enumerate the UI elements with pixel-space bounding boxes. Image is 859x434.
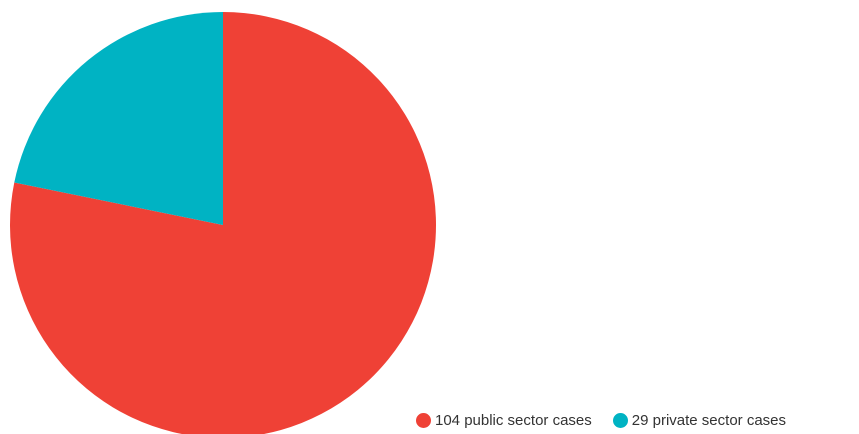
- pie-slices: [10, 12, 436, 434]
- legend-item-public: 104 public sector cases: [416, 412, 592, 429]
- pie-slice-private: [14, 12, 224, 225]
- legend-swatch-private: [612, 413, 628, 428]
- pie-slice-public: [10, 12, 436, 434]
- legend-item-private: 29 private sector cases: [612, 412, 787, 429]
- legend-swatch-public: [416, 413, 431, 428]
- legend-label-private: 29 private sector cases: [631, 412, 787, 429]
- legend: 104 public sector cases 29 private secto…: [416, 412, 786, 429]
- legend-label-public: 104 public sector cases: [435, 412, 592, 429]
